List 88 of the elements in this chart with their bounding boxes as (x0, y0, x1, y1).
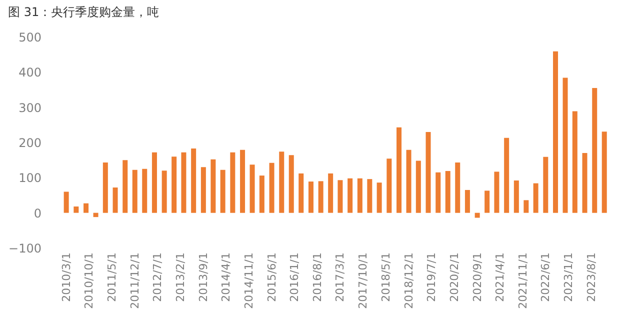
y-tick-label: 400 (18, 66, 42, 80)
x-tick-label: 2023/8/1 (584, 252, 598, 302)
bar (376, 182, 382, 213)
x-tick-label: 2020/9/1 (470, 252, 484, 302)
bar (445, 170, 450, 213)
bar (230, 152, 236, 213)
bar (64, 192, 69, 213)
x-tick-label: 2016/8/1 (311, 252, 324, 302)
bar (191, 148, 196, 213)
bar (259, 176, 264, 213)
bar (181, 152, 186, 213)
y-tick-label: 0 (34, 206, 42, 220)
bar (328, 173, 334, 213)
bar (93, 212, 98, 218)
bar (162, 170, 167, 213)
x-tick-label: 2014/4/1 (220, 252, 233, 302)
bar (250, 164, 255, 213)
bar (102, 162, 108, 213)
bar (367, 179, 372, 213)
bar (298, 173, 304, 213)
bar (602, 132, 607, 213)
bar (524, 200, 529, 213)
bar (514, 180, 519, 213)
x-tick-label: 2021/4/1 (494, 252, 507, 302)
bar (279, 152, 284, 213)
x-tick-label: 2011/12/1 (128, 252, 142, 309)
x-tick-label: 2017/10/1 (356, 252, 370, 309)
x-tick-label: 2016/1/1 (288, 252, 302, 302)
x-tick-label: 2010/10/1 (82, 252, 96, 309)
x-tick-label: 2015/6/1 (265, 252, 278, 302)
x-tick-label: 2013/9/1 (196, 252, 210, 302)
bar (396, 127, 402, 213)
x-tick-label: 2023/1/1 (562, 252, 576, 302)
bar (288, 155, 294, 213)
bar (132, 170, 138, 213)
bar (533, 183, 538, 213)
bar (572, 111, 578, 213)
x-tick-label: 2017/3/1 (334, 252, 347, 302)
bar (436, 172, 441, 213)
bar (122, 160, 128, 213)
bar (562, 78, 568, 213)
bar (152, 152, 157, 213)
x-tick-label: 2019/7/1 (424, 252, 438, 302)
y-tick-label: 200 (18, 136, 42, 150)
bar (74, 206, 79, 213)
bar (348, 178, 353, 213)
bar (318, 181, 324, 213)
bar (308, 182, 314, 213)
bar (426, 132, 431, 213)
x-tick-label: 2014/11/1 (242, 252, 256, 309)
bar (406, 150, 412, 213)
y-tick-label: −100 (8, 242, 42, 256)
bar (220, 170, 226, 213)
x-tick-label: 2011/5/1 (105, 252, 118, 302)
bar (84, 203, 89, 213)
bar (455, 162, 460, 213)
x-tick-label: 2010/3/1 (60, 252, 73, 302)
x-tick-label: 2022/6/1 (539, 252, 552, 302)
bar (200, 167, 206, 213)
chart-title: 图 31：央行季度购金量，吨 (8, 5, 160, 19)
bar (416, 160, 421, 213)
bar (543, 156, 548, 213)
bar (386, 158, 392, 213)
bar (338, 180, 343, 213)
bar (172, 156, 177, 213)
x-tick-label: 2012/7/1 (151, 252, 164, 302)
bar (269, 162, 274, 213)
y-tick-label: 300 (18, 100, 42, 115)
bar (484, 190, 490, 213)
x-tick-label: 2021/11/1 (516, 252, 530, 309)
bar (582, 153, 588, 213)
x-tick-label: 2018/5/1 (379, 252, 392, 302)
bar (592, 88, 598, 213)
x-tick-label: 2013/2/1 (174, 252, 188, 302)
bar (240, 150, 246, 213)
bar (464, 190, 470, 213)
y-tick-label: 100 (18, 171, 42, 186)
x-tick-label: 2020/2/1 (448, 252, 462, 302)
bar (504, 138, 510, 213)
bar (553, 51, 558, 213)
y-tick-label: 500 (18, 30, 42, 44)
bar (474, 212, 480, 218)
x-tick-label: 2018/12/1 (402, 252, 416, 309)
bar (142, 168, 148, 213)
bar (210, 159, 216, 213)
bar (494, 172, 500, 213)
bar (112, 188, 118, 213)
bar (357, 178, 362, 213)
